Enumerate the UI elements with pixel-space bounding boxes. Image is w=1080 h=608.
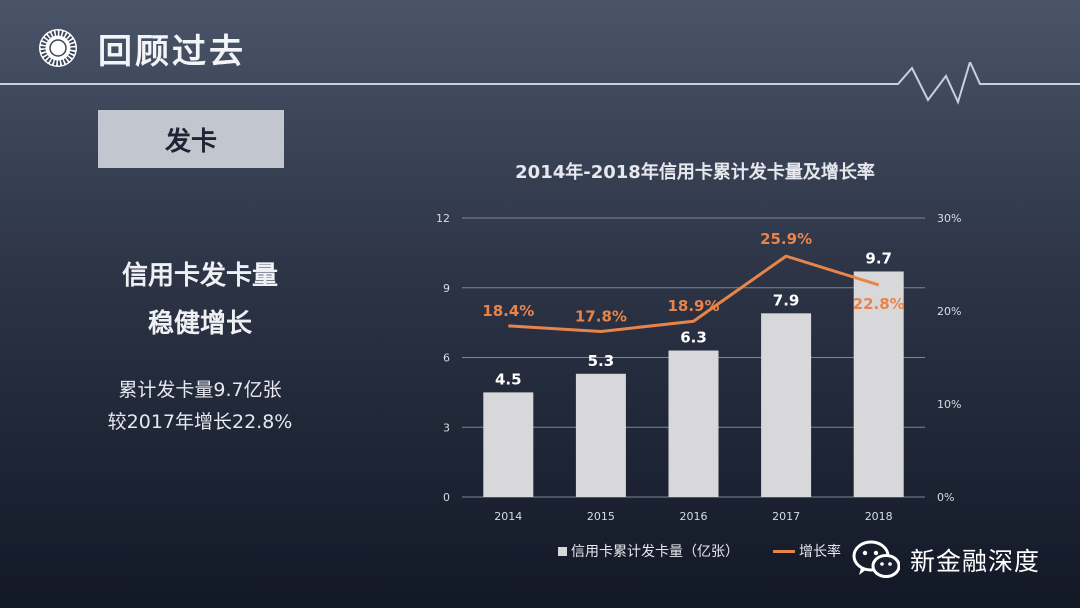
y-right-tick-label: 10% (937, 398, 961, 411)
bar-data-label: 6.3 (680, 329, 707, 347)
bar-data-label: 7.9 (773, 291, 800, 309)
section-badge: 发卡 (98, 110, 284, 168)
bar-data-label: 4.5 (495, 370, 522, 388)
growth-rate-line (508, 254, 880, 333)
header-pulse-line (0, 62, 1080, 105)
wechat-icon (852, 540, 900, 578)
x-tick-label: 2017 (772, 510, 800, 523)
chart-title: 2014年-2018年信用卡累计发卡量及增长率 (515, 162, 875, 183)
y-left-tick-label: 0 (443, 491, 450, 504)
legend-bar-swatch (558, 546, 567, 556)
x-tick-label: 2018 (865, 510, 893, 523)
bar (853, 271, 904, 497)
logo-icon (39, 29, 77, 67)
bar-data-label: 9.7 (865, 249, 892, 267)
bar (575, 373, 626, 497)
brand: 新金融深度 (852, 540, 1040, 580)
headline-line-2: 稳健增长 (147, 309, 252, 339)
brand-name: 新金融深度 (910, 547, 1041, 576)
y-left-tick-label: 12 (436, 212, 450, 225)
y-right-tick-label: 20% (937, 305, 961, 318)
summary-detail-line-2: 较2017年增长22.8% (107, 411, 293, 433)
summary-detail-line-1: 累计发卡量9.7亿张 (118, 379, 282, 401)
x-tick-label: 2015 (587, 510, 615, 523)
y-left-tick-label: 3 (443, 421, 450, 434)
y-right-tick-label: 0% (937, 491, 954, 504)
page-title: 回顾过去 (98, 32, 246, 72)
headline-line-1: 信用卡发卡量 (121, 261, 278, 291)
x-tick-label: 2014 (494, 510, 522, 523)
bar (668, 350, 719, 497)
bar (483, 392, 534, 497)
line-data-label: 22.8% (853, 295, 905, 313)
bar-data-label: 5.3 (588, 352, 615, 370)
y-left-tick-label: 6 (443, 352, 450, 365)
summary-detail: 累计发卡量9.7亿张 较2017年增长22.8% (70, 374, 330, 438)
x-tick-label: 2016 (680, 510, 708, 523)
headline: 信用卡发卡量 稳健增长 (70, 252, 330, 348)
line-data-label: 17.8% (575, 307, 627, 325)
legend-line-swatch (773, 549, 795, 553)
line-data-label: 18.9% (667, 297, 719, 315)
y-left-tick-label: 9 (443, 282, 450, 295)
bar (761, 313, 812, 497)
line-data-label: 25.9% (760, 230, 812, 248)
section-badge-label: 发卡 (164, 126, 217, 157)
y-right-tick-label: 30% (937, 212, 961, 225)
legend-line-label: 增长率 (799, 544, 841, 560)
legend-bar-label: 信用卡累计发卡量（亿张） (571, 544, 739, 560)
chart-legend: 信用卡累计发卡量（亿张） 增长率 (558, 541, 841, 561)
line-data-label: 18.4% (482, 302, 534, 320)
